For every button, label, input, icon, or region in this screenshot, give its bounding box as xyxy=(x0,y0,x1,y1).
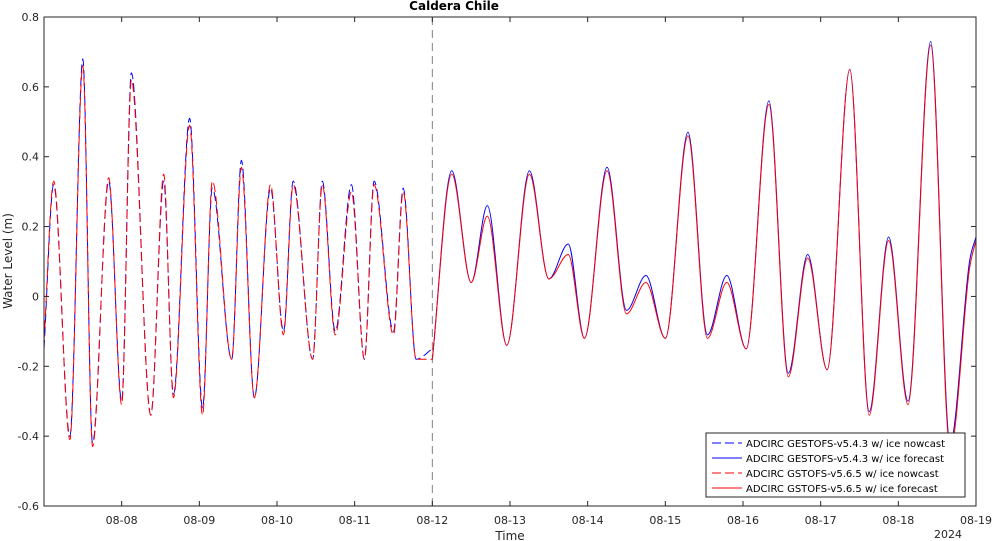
y-tick-label: 0.4 xyxy=(22,151,40,164)
y-tick-label: -0.4 xyxy=(18,430,39,443)
chart-title: Caldera Chile xyxy=(409,0,499,13)
x-tick-label: 08-08 xyxy=(106,514,138,527)
y-tick-label: 0.6 xyxy=(22,81,40,94)
x-tick-label: 08-11 xyxy=(339,514,371,527)
y-axis-label: Water Level (m) xyxy=(1,213,15,309)
year-label: 2024 xyxy=(934,528,962,541)
series-line-adcirc-gstofs-v5-6-5-w-ice-nowcast xyxy=(43,65,433,448)
y-tick-label: 0 xyxy=(32,290,39,303)
legend: ADCIRC GESTOFS-v5.4.3 w/ ice nowcast ADCI… xyxy=(705,432,966,498)
x-axis-label: Time xyxy=(494,529,524,541)
x-tick-label: 08-19 xyxy=(960,514,992,527)
x-tick-label: 08-16 xyxy=(727,514,759,527)
y-tick-label: 0.8 xyxy=(22,11,40,24)
x-tick-label: 08-18 xyxy=(882,514,914,527)
x-tick-label: 08-15 xyxy=(649,514,681,527)
y-tick-label: 0.2 xyxy=(22,221,40,234)
series-layer xyxy=(43,40,977,451)
x-tick-label: 08-10 xyxy=(261,514,293,527)
x-tick-label: 08-13 xyxy=(494,514,526,527)
y-axis-ticks: -0.6 -0.4 -0.2 0 0.2 0.4 0.6 0.8 xyxy=(18,11,976,513)
legend-label-adcirc-gestofs-v5-4-3-w-ice-forecast: ADCIRC GESTOFS-v5.4.3 w/ ice forecast xyxy=(746,454,944,465)
plot-area xyxy=(44,17,976,506)
series-line-adcirc-gstofs-v5-6-5-w-ice-forecast xyxy=(431,44,977,451)
y-tick-label: -0.2 xyxy=(18,360,39,373)
legend-label-adcirc-gstofs-v5-6-5-w-ice-nowcast: ADCIRC GSTOFS-v5.6.5 w/ ice nowcast xyxy=(746,469,939,480)
y-tick-label: -0.6 xyxy=(18,500,39,513)
legend-label-adcirc-gestofs-v5-4-3-w-ice-nowcast: ADCIRC GESTOFS-v5.4.3 w/ ice nowcast xyxy=(746,439,945,450)
x-axis-ticks: 08-08 08-09 08-10 08-11 08-12 08-13 08-14 08-15… xyxy=(106,17,992,527)
x-tick-label: 08-14 xyxy=(572,514,604,527)
legend-box xyxy=(705,432,966,498)
x-tick-label: 08-09 xyxy=(183,514,215,527)
x-tick-label: 08-12 xyxy=(416,514,448,527)
x-tick-label: 08-17 xyxy=(805,514,837,527)
legend-label-adcirc-gstofs-v5-6-5-w-ice-forecast: ADCIRC GSTOFS-v5.6.5 w/ ice forecast xyxy=(746,484,938,495)
